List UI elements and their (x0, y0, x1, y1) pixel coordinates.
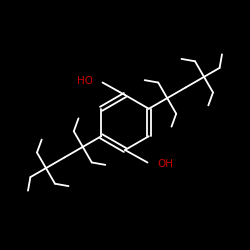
Text: HO: HO (77, 76, 93, 86)
Text: OH: OH (157, 159, 173, 169)
